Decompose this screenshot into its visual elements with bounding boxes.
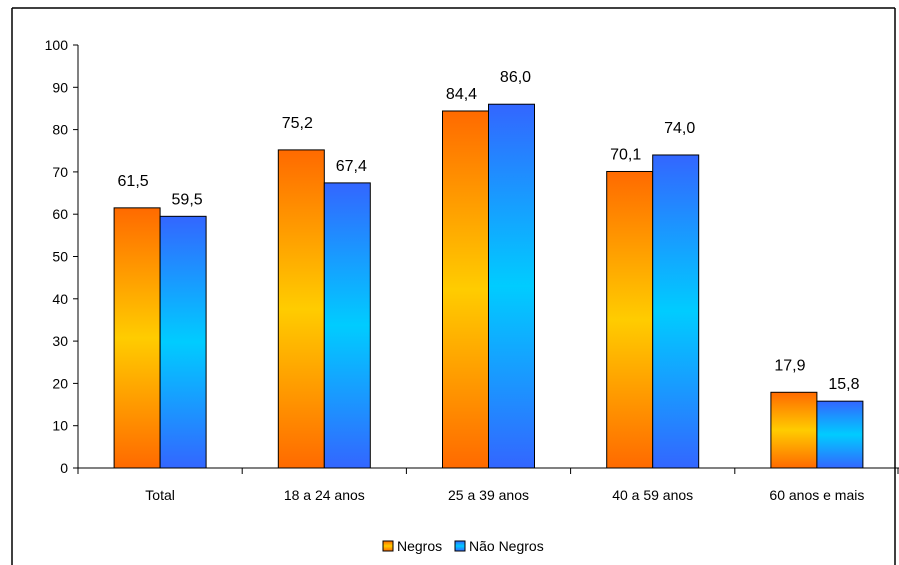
legend-label-negros: Negros: [397, 538, 442, 554]
bars: [113, 103, 864, 469]
y-tick-label: 70: [52, 164, 68, 180]
bar-negros: [606, 170, 654, 469]
bar-nao-negros: [652, 154, 700, 469]
legend: Negros Não Negros: [382, 538, 544, 554]
data-label: 61,5: [118, 173, 149, 190]
x-tick-label: 40 a 59 anos: [612, 487, 693, 503]
x-axis: Total 18 a 24 anos 25 a 39 anos 40 a 59 ano…: [77, 467, 899, 503]
x-tick-label: 60 anos e mais: [769, 487, 864, 503]
x-tick-label: Total: [145, 487, 175, 503]
legend-label-nao-negros: Não Negros: [469, 538, 544, 554]
y-tick-label: 10: [52, 418, 68, 434]
data-label: 17,9: [774, 357, 805, 374]
legend-swatch-nao-negros: [454, 540, 466, 552]
data-label: 84,4: [446, 86, 477, 103]
y-tick-label: 30: [52, 333, 68, 349]
bar-nao-negros: [159, 215, 207, 469]
data-labels: 61,5 75,2 84,4 70,1 17,9 59,5 67,4 86,0 74,0 15,8: [118, 69, 860, 393]
x-tick-label: 18 a 24 anos: [284, 487, 365, 503]
bar-nao-negros: [816, 400, 864, 469]
bar-negros: [770, 391, 818, 469]
data-label: 86,0: [500, 69, 531, 86]
data-label: 70,1: [610, 146, 641, 163]
y-tick-label: 40: [52, 291, 68, 307]
bar-negros: [113, 207, 161, 469]
y-tick-label: 50: [52, 249, 68, 265]
bar-negros: [442, 110, 489, 469]
y-tick-label: 60: [52, 206, 68, 222]
y-tick-label: 80: [52, 122, 68, 138]
y-tick-label: 20: [52, 375, 68, 391]
data-label: 15,8: [828, 376, 859, 393]
legend-swatch-negros: [382, 540, 394, 552]
y-tick-label: 100: [45, 37, 69, 53]
x-tick-label: 25 a 39 anos: [448, 487, 529, 503]
bar-nao-negros: [488, 103, 535, 469]
data-label: 74,0: [664, 120, 695, 137]
bar-nao-negros: [323, 182, 371, 469]
y-tick-label: 0: [60, 460, 68, 476]
bar-negros: [277, 149, 325, 469]
y-axis: 0 10 20 30 40 50 60 70 80 90 100: [45, 37, 79, 476]
data-label: 59,5: [172, 191, 203, 208]
data-label: 75,2: [282, 115, 313, 132]
data-label: 67,4: [336, 158, 367, 175]
y-tick-label: 90: [52, 79, 68, 95]
